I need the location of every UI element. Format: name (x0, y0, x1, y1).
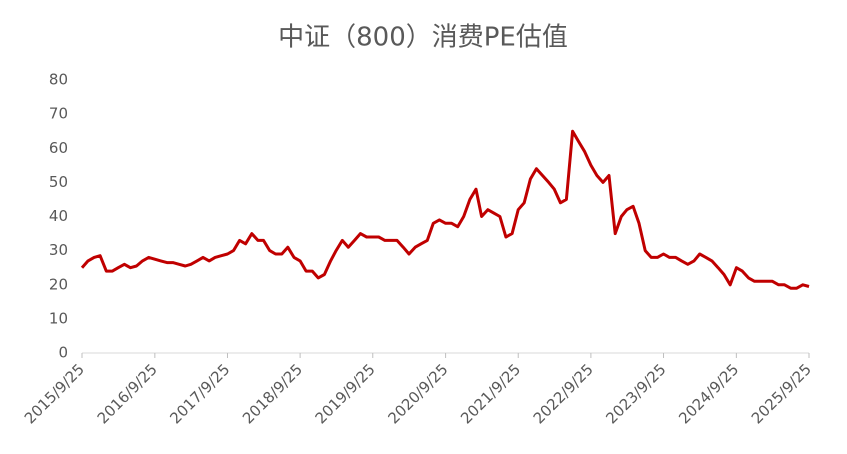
x-tick-label: 2017/9/25 (166, 360, 233, 427)
line (80, 129, 810, 290)
y-tick-label: 20 (49, 275, 68, 293)
y-tick-label: 70 (49, 105, 68, 123)
x-tick-label: 2016/9/25 (94, 360, 161, 427)
y-tick-label: 10 (49, 309, 68, 327)
y-tick-label: 80 (49, 71, 68, 89)
chart-title: 中证（800）消费PE估值 (278, 23, 568, 53)
y-tick-label: 0 (58, 344, 68, 362)
x-tick-label: 2023/9/25 (602, 360, 669, 427)
y-tick-label: 50 (49, 173, 68, 191)
x-tick-label: 2020/9/25 (384, 360, 451, 427)
x-tick-label: 2025/9/25 (748, 360, 815, 427)
y-tick-label: 30 (49, 241, 68, 259)
x-tick-label: 2015/9/25 (21, 360, 88, 427)
y-tick-label: 60 (49, 139, 68, 157)
y-tick-label: 40 (49, 207, 68, 225)
x-tick-label: 2024/9/25 (675, 360, 742, 427)
x-tick-label: 2019/9/25 (312, 360, 379, 427)
x-tick-label: 2022/9/25 (530, 360, 597, 427)
x-tick-label: 2018/9/25 (239, 360, 306, 427)
x-tick-label: 2021/9/25 (457, 360, 524, 427)
